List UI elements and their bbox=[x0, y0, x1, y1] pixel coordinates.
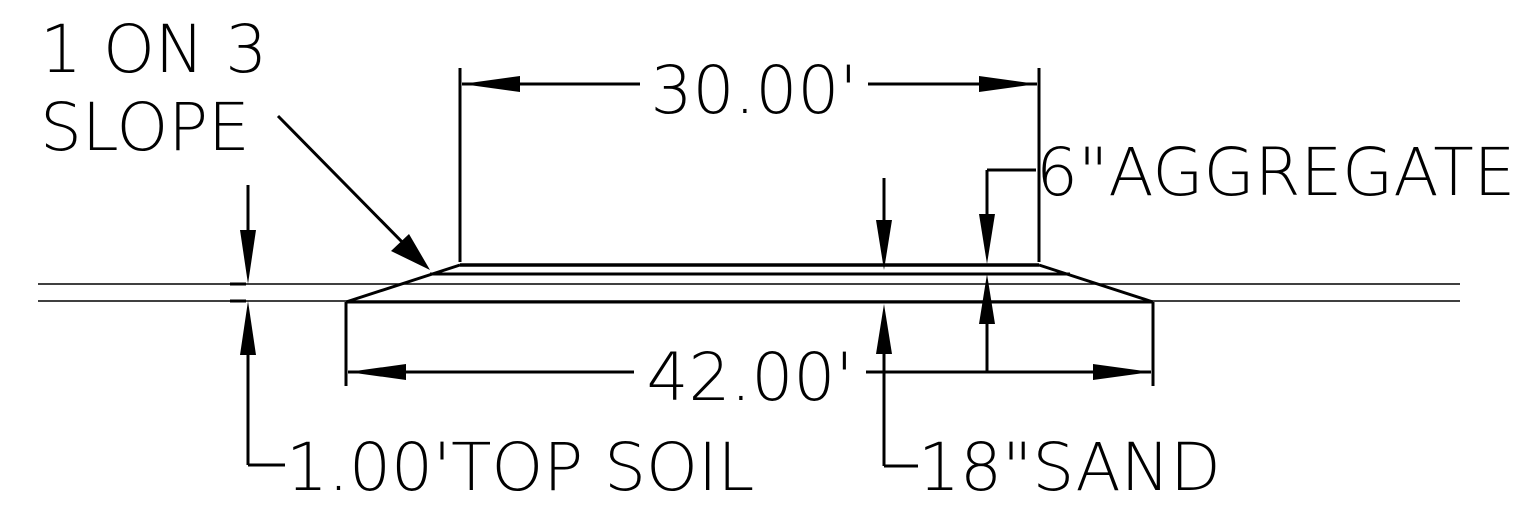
top-width-label: 30.00' bbox=[650, 52, 857, 129]
road-section bbox=[345, 263, 1154, 304]
slope-leader-arrow bbox=[391, 234, 430, 270]
sand-arrow-down bbox=[876, 220, 892, 270]
topsoil-callout: 1.00'TOP SOIL bbox=[230, 185, 754, 506]
aggregate-label: 6"AGGREGATE bbox=[1036, 134, 1515, 211]
sand-label: 18"SAND bbox=[918, 429, 1221, 506]
bottom-width-dimension: 42.00' bbox=[344, 302, 1155, 416]
slope-label-line1: 1 ON 3 bbox=[40, 11, 267, 88]
slope-leader-line bbox=[276, 114, 412, 252]
aggregate-callout: 6"AGGREGATE bbox=[979, 134, 1515, 372]
sand-callout: 18"SAND bbox=[876, 178, 1221, 506]
left-side-slope bbox=[345, 263, 461, 304]
aggregate-arrow-down bbox=[979, 214, 995, 264]
ground-lines bbox=[38, 283, 1460, 302]
top-width-arrow-right bbox=[979, 76, 1037, 92]
bottom-width-arrow-right bbox=[1093, 364, 1151, 380]
topsoil-arrow-down bbox=[240, 230, 256, 284]
top-width-arrow-left bbox=[462, 76, 520, 92]
right-side-slope bbox=[1038, 263, 1154, 304]
slope-label-line2: SLOPE bbox=[40, 89, 250, 166]
top-width-dimension: 30.00' bbox=[458, 52, 1041, 262]
aggregate-arrow-up bbox=[979, 274, 995, 324]
sand-arrow-up bbox=[876, 304, 892, 354]
topsoil-arrow-up bbox=[240, 301, 256, 355]
bottom-width-arrow-left bbox=[348, 364, 406, 380]
topsoil-label: 1.00'TOP SOIL bbox=[286, 429, 754, 506]
bottom-width-label: 42.00' bbox=[646, 339, 853, 416]
slope-callout: 1 ON 3 SLOPE bbox=[40, 11, 430, 270]
